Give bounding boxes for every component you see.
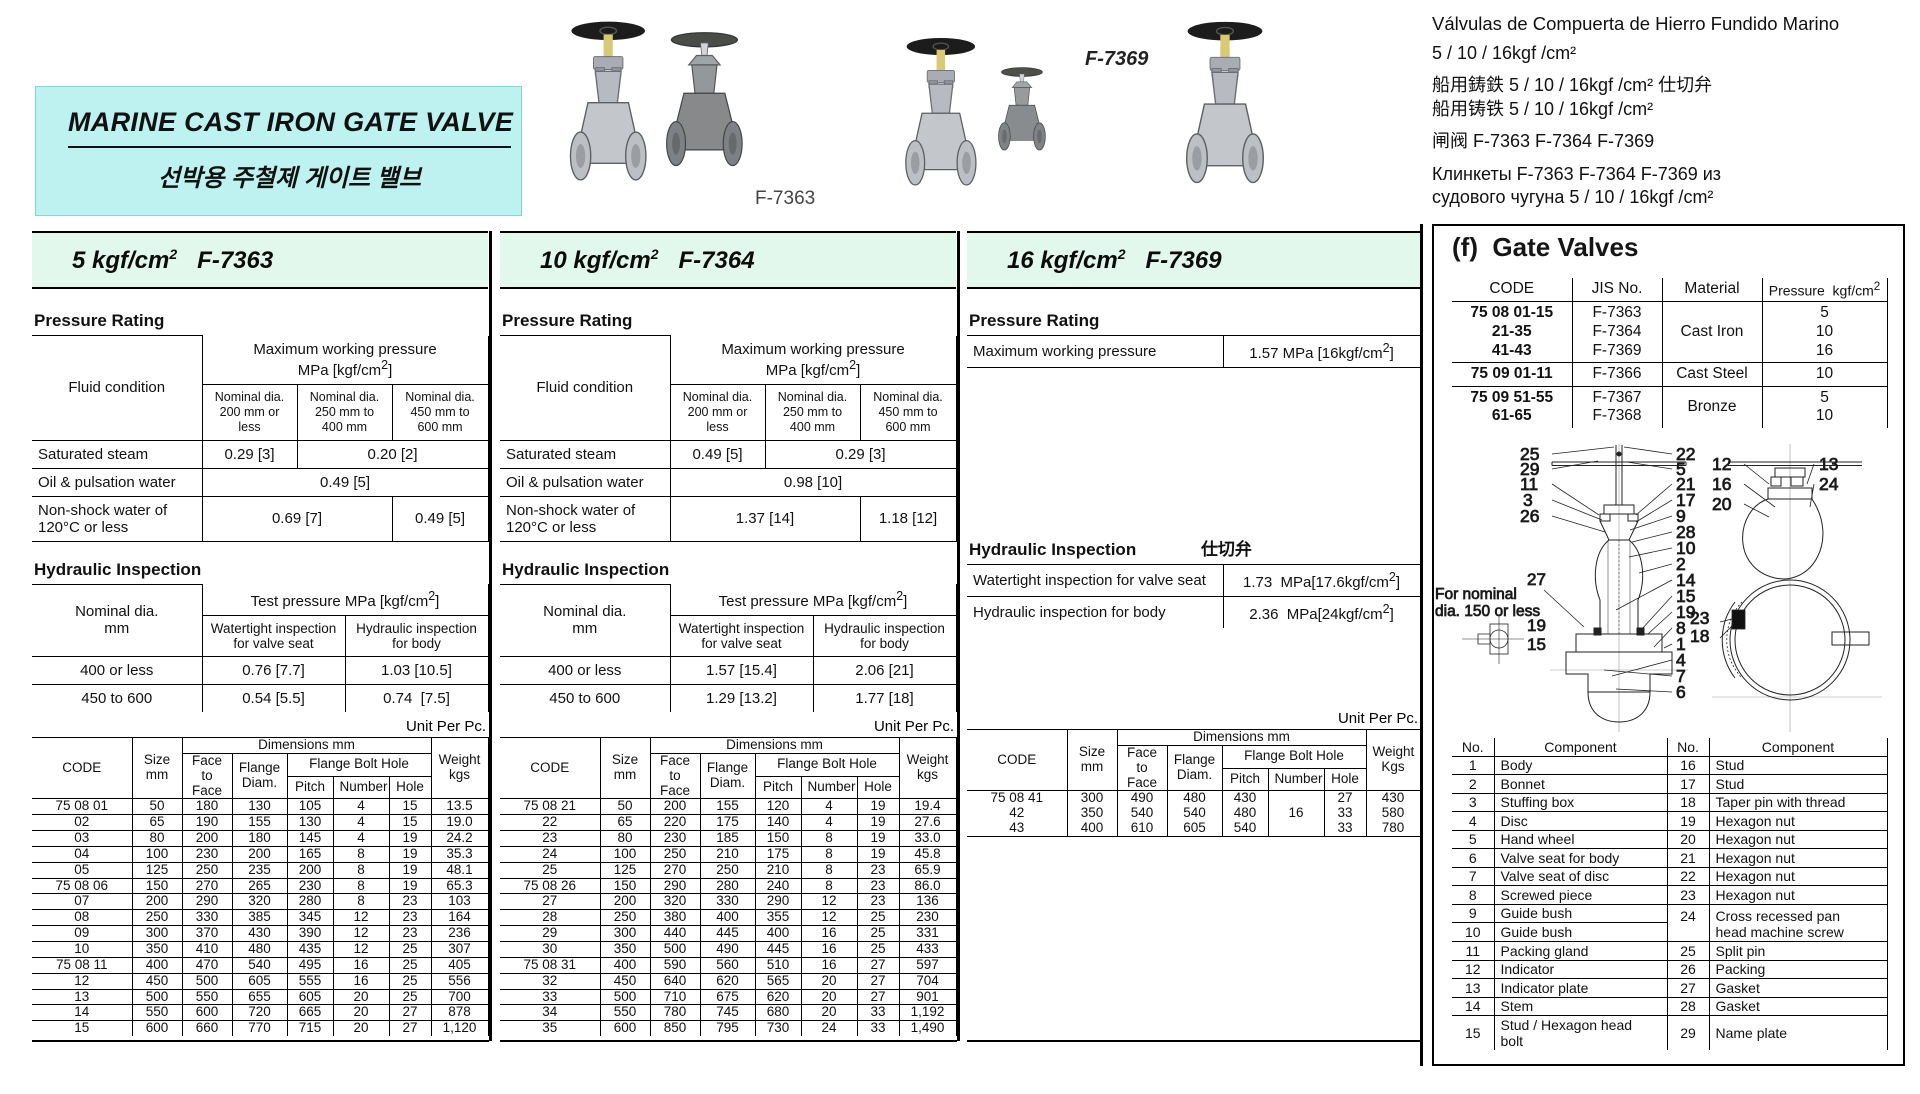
svg-text:13: 13 (1819, 454, 1838, 474)
svg-text:15: 15 (1527, 635, 1546, 654)
svg-text:12: 12 (1712, 454, 1731, 474)
svg-text:18: 18 (1690, 626, 1709, 646)
svg-text:26: 26 (1520, 506, 1539, 526)
svg-text:For nominal: For nominal (1435, 586, 1517, 603)
svg-text:20: 20 (1712, 494, 1732, 514)
svg-text:dia. 150 or less: dia. 150 or less (1435, 603, 1540, 620)
svg-text:16: 16 (1712, 474, 1731, 494)
svg-text:23: 23 (1690, 608, 1709, 628)
svg-text:19: 19 (1527, 616, 1546, 635)
svg-text:6: 6 (1676, 682, 1686, 702)
svg-text:27: 27 (1527, 570, 1546, 589)
svg-text:24: 24 (1819, 474, 1839, 494)
